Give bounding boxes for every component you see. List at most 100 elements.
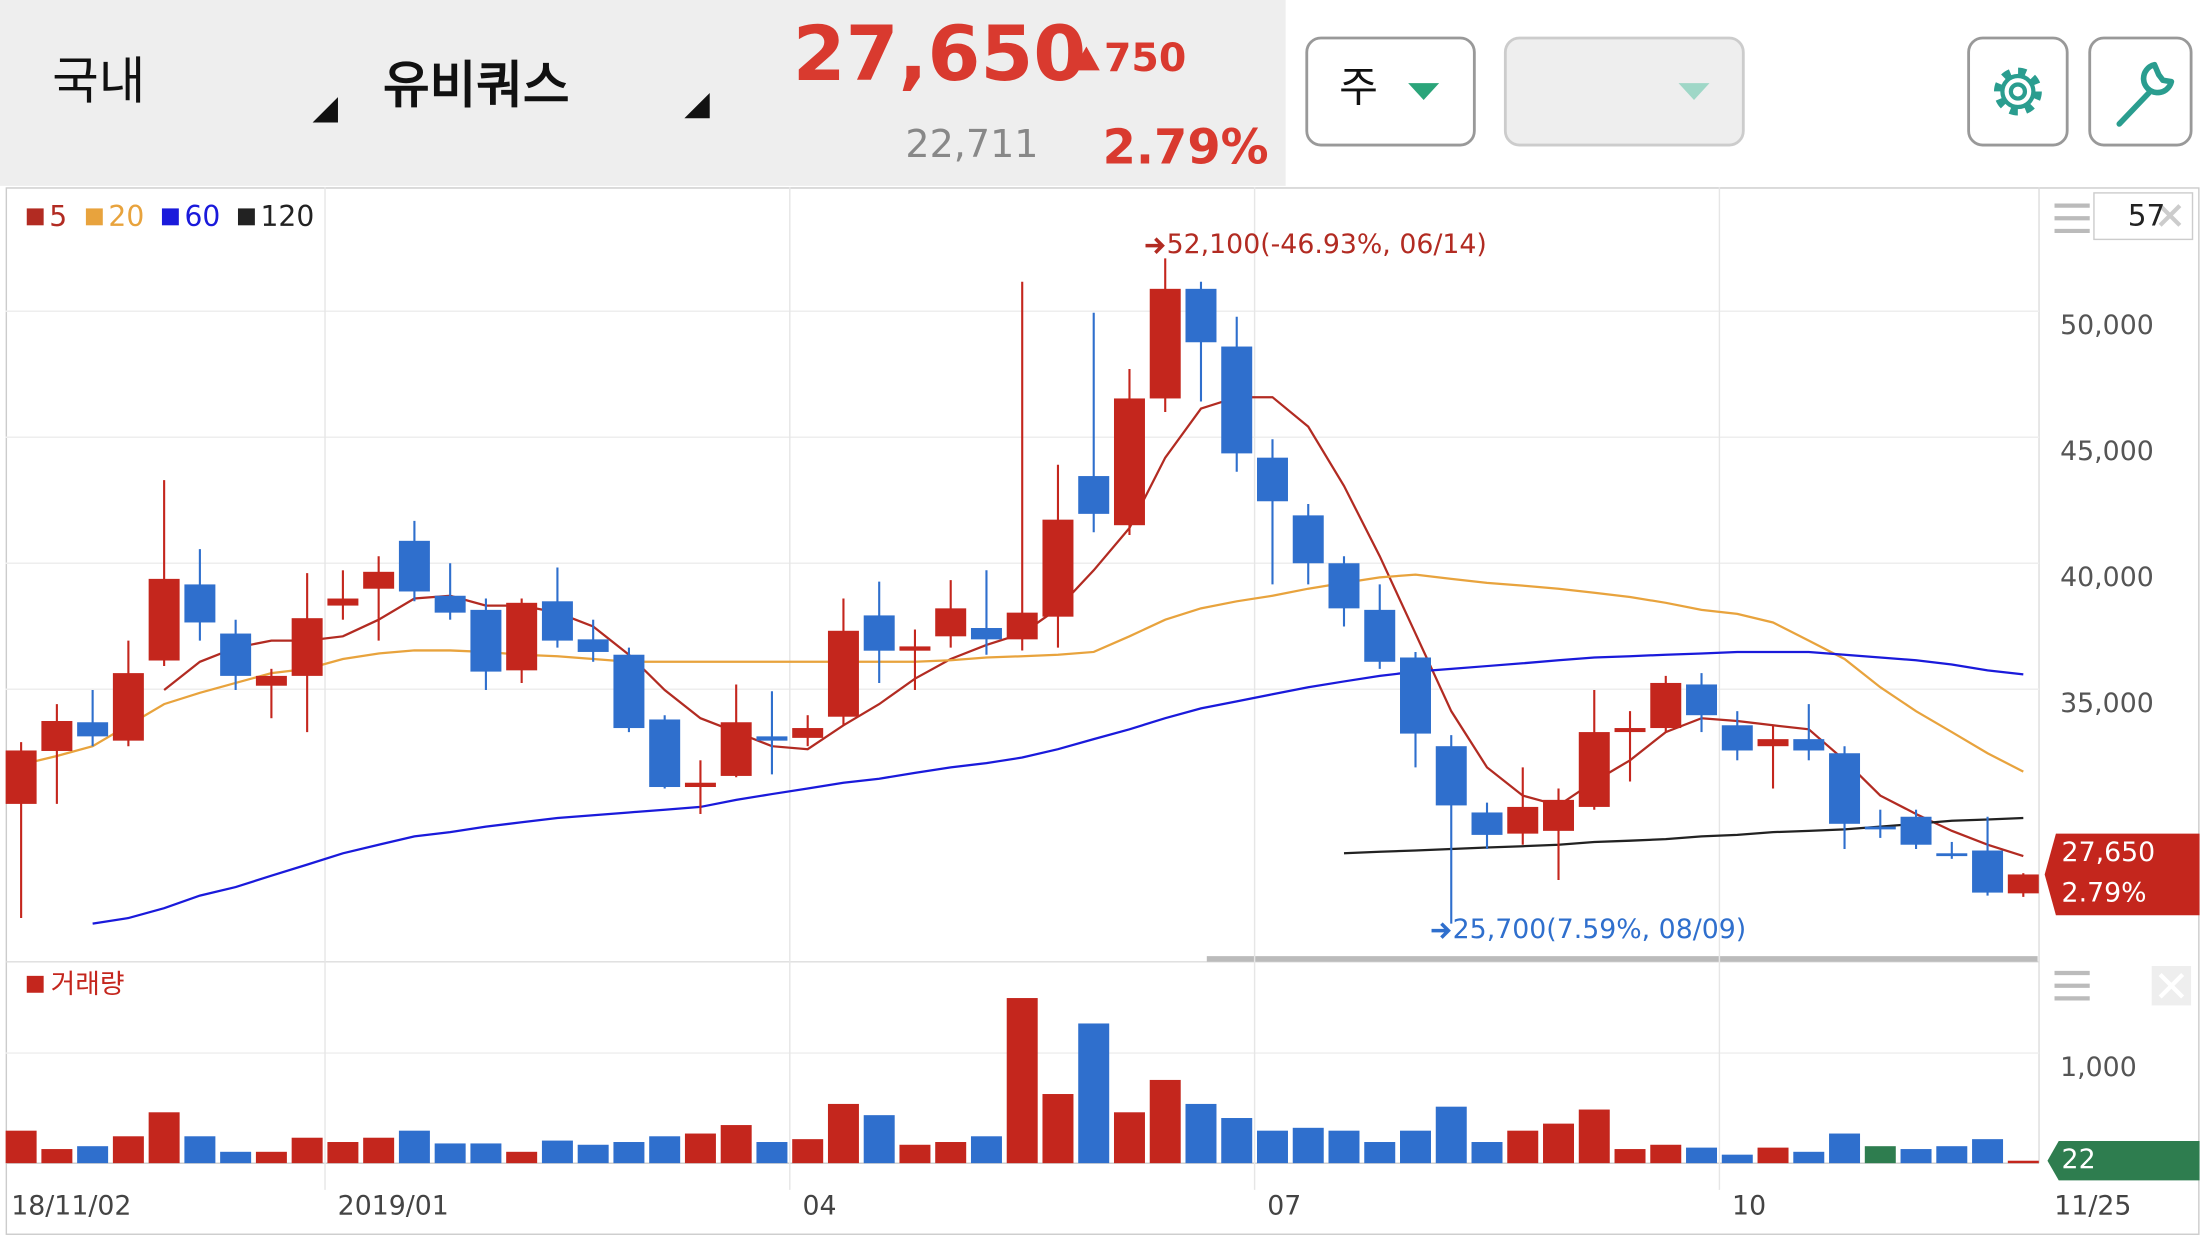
- volume-bar: [863, 1115, 895, 1164]
- up-triangle: [1073, 46, 1100, 71]
- volume-bar: [5, 1130, 37, 1164]
- settings-button[interactable]: [1967, 36, 2069, 147]
- volume-bar: [1507, 1130, 1539, 1164]
- period-label: 주: [1339, 63, 1378, 112]
- volume-bar: [41, 1149, 73, 1164]
- candle-body: [756, 736, 788, 741]
- y-tick-label: 1,000: [2060, 1052, 2137, 1083]
- chart-frame: [5, 187, 2200, 1235]
- volume-bar: [1650, 1144, 1682, 1164]
- legend-label: 5: [49, 200, 67, 233]
- volume-bar: [1757, 1147, 1789, 1164]
- candle-body: [1686, 684, 1718, 716]
- legend-swatch: [85, 208, 103, 226]
- candle-body: [863, 615, 895, 651]
- candle-body: [363, 571, 395, 589]
- dropdown-mark: [1408, 83, 1440, 100]
- volume-bar: [255, 1151, 287, 1164]
- annotation: 52,100(-46.93%, 06/14): [1167, 229, 1487, 260]
- volume-bar: [1686, 1147, 1718, 1164]
- legend-swatch: [26, 208, 44, 226]
- price-tag-price: 27,650: [2062, 837, 2156, 868]
- volume-bar: [684, 1133, 716, 1164]
- volume-bar: [398, 1130, 430, 1164]
- y-tick-label: 45,000: [2060, 436, 2154, 467]
- candle-body: [1507, 806, 1539, 834]
- candle-body: [684, 782, 716, 788]
- x-tick-label: 11/25: [2054, 1190, 2131, 1221]
- candle-body: [327, 598, 359, 606]
- volume-bar: [1829, 1133, 1861, 1164]
- stock-select[interactable]: 유비쿼스: [383, 56, 570, 115]
- volume-bar: [1006, 998, 1038, 1164]
- candle-body: [649, 719, 681, 788]
- volume-bar: [899, 1144, 931, 1164]
- menu-icon[interactable]: [2054, 203, 2090, 234]
- volume-bar: [363, 1137, 395, 1164]
- dropdown-mark: [1678, 83, 1710, 100]
- tools-button[interactable]: [2088, 36, 2193, 147]
- menu-icon[interactable]: [2054, 970, 2090, 1001]
- candle-body: [1757, 739, 1789, 747]
- candle-body: [1543, 799, 1575, 831]
- candle-body: [827, 630, 859, 717]
- volume-bar: [1149, 1079, 1181, 1164]
- volume-legend: 거래량: [51, 969, 125, 1000]
- volume-bar: [1543, 1123, 1575, 1164]
- candle-body: [613, 654, 645, 729]
- change-percent: 2.79%: [1103, 121, 1269, 176]
- market-select[interactable]: 국내: [52, 51, 145, 110]
- volume-bar: [1185, 1103, 1217, 1164]
- candle-body: [1614, 728, 1646, 733]
- candle-body: [1829, 753, 1861, 824]
- moving-average-line: [20, 573, 2024, 773]
- volume-bar: [1256, 1130, 1288, 1164]
- close-icon[interactable]: [2158, 204, 2182, 227]
- dropdown-mark: [684, 92, 710, 119]
- candle-body: [1292, 515, 1324, 564]
- period-select[interactable]: [1305, 36, 1476, 147]
- volume-legend-swatch: [26, 975, 44, 993]
- count-box[interactable]: [2093, 192, 2194, 241]
- candle-body: [1936, 853, 1968, 857]
- candle-body: [1578, 732, 1610, 807]
- volume-tag-value: 22: [2062, 1144, 2096, 1175]
- gear-teeth: [1993, 67, 2042, 116]
- volume-bar: [649, 1136, 681, 1164]
- volume-bar: [434, 1143, 466, 1164]
- gear-hole: [2008, 82, 2028, 101]
- volume-bar: [291, 1137, 323, 1164]
- candle-body: [1006, 612, 1038, 640]
- volume-bar: [577, 1144, 609, 1164]
- volume-tag: [2047, 1141, 2200, 1181]
- candle-body: [1221, 346, 1253, 454]
- header-bg: [0, 0, 1286, 186]
- x-tick-label: 04: [802, 1190, 836, 1221]
- volume-bar: [970, 1136, 1002, 1164]
- candle-body: [291, 618, 323, 676]
- volume-bar: [77, 1146, 109, 1164]
- candle-body: [970, 628, 1002, 640]
- volume-bar: [1614, 1149, 1646, 1164]
- wrench-icon: [2116, 61, 2175, 127]
- close-icon[interactable]: [2158, 972, 2185, 999]
- volume-bar: [220, 1151, 252, 1164]
- volume-bar: [184, 1136, 216, 1164]
- candle-body: [77, 722, 109, 737]
- legend-label: 120: [261, 200, 315, 233]
- volume-bar: [506, 1151, 538, 1164]
- candle-body: [41, 720, 73, 751]
- legend-label: 60: [184, 200, 220, 233]
- candle-body: [2007, 874, 2039, 894]
- annotation-arrow: [1431, 922, 1451, 939]
- candle-body: [577, 639, 609, 652]
- y-tick-label: 40,000: [2060, 562, 2154, 593]
- candle-body: [220, 633, 252, 676]
- option-select[interactable]: [1503, 36, 1745, 147]
- volume-bar: [541, 1140, 573, 1164]
- volume-bar: [613, 1142, 645, 1164]
- current-price: 27,650: [793, 9, 1086, 98]
- legend-swatch: [161, 208, 179, 226]
- trade-volume: 22,711: [905, 122, 1038, 166]
